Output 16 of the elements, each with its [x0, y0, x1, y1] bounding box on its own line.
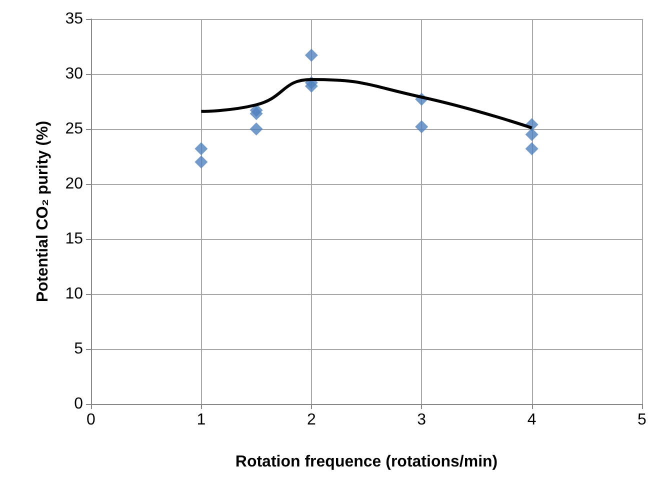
x-tick-label: 3 [417, 412, 426, 428]
x-axis-title: Rotation frequence (rotations/min) [235, 454, 498, 470]
y-tick-label: 20 [65, 176, 84, 192]
x-tick-label: 1 [196, 412, 206, 428]
x-tick-label: 5 [638, 412, 647, 428]
y-tick-label: 0 [74, 396, 84, 412]
y-axis-title: Potential CO₂ purity (%) [34, 120, 52, 302]
y-tick-label: 25 [65, 120, 84, 138]
y-tick-label: 5 [74, 340, 84, 358]
x-tick-label: 2 [306, 412, 316, 428]
x-tick-label: 0 [86, 412, 96, 428]
y-tick-label: 10 [65, 286, 84, 302]
y-tick-label: 15 [65, 230, 84, 248]
x-tick-label: 4 [527, 412, 536, 428]
y-tick-label: 35 [65, 10, 84, 28]
y-tick-label: 30 [65, 66, 84, 82]
